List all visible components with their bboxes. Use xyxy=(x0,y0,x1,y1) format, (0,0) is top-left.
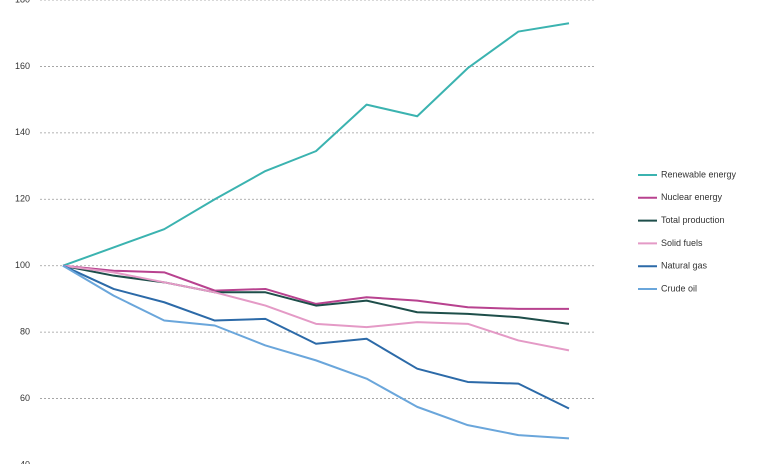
y-tick-label: 100 xyxy=(15,260,30,270)
series-line xyxy=(62,264,570,410)
y-tick-label: 180 xyxy=(15,0,30,4)
series-line xyxy=(62,264,569,310)
series-line xyxy=(62,264,570,325)
series-line xyxy=(62,264,570,352)
legend-label: Natural gas xyxy=(661,261,708,271)
y-tick-label: 140 xyxy=(15,127,30,137)
series-line xyxy=(62,22,570,267)
y-tick-label: 120 xyxy=(15,194,30,204)
y-tick-label: 160 xyxy=(15,61,30,71)
legend-label: Nuclear energy xyxy=(661,192,723,202)
y-tick-label: 80 xyxy=(20,327,30,337)
y-tick-label: 40 xyxy=(20,459,30,464)
legend-label: Total production xyxy=(661,215,725,225)
y-tick-label: 60 xyxy=(20,393,30,403)
legend-label: Renewable energy xyxy=(661,169,737,179)
series-line xyxy=(62,264,570,440)
legend-label: Crude oil xyxy=(661,283,697,293)
legend-label: Solid fuels xyxy=(661,238,703,248)
